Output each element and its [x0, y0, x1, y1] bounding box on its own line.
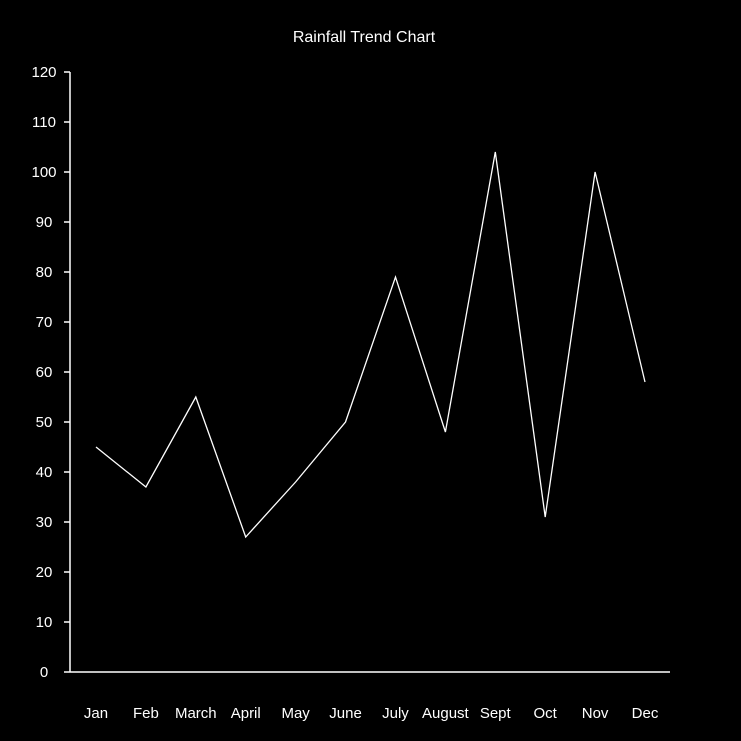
y-tick-label: 0 — [40, 664, 48, 681]
x-tick-label: June — [329, 705, 362, 722]
y-tick-label: 70 — [36, 314, 53, 331]
y-tick-label: 80 — [36, 264, 53, 281]
series-line — [95, 151, 646, 539]
x-tick-label: Dec — [632, 705, 659, 722]
y-tick-label: 30 — [36, 514, 53, 531]
chart-title: Rainfall Trend Chart — [293, 29, 436, 46]
y-axis-ticks: 0 10 20 30 40 50 60 70 80 90 100 110 120 — [31, 64, 70, 681]
y-tick-label: 60 — [36, 364, 53, 381]
y-tick-label: 50 — [36, 414, 53, 431]
x-axis-ticks: Jan Feb March April May June July August Sept Oct… — [84, 705, 659, 722]
y-tick-label: 110 — [32, 114, 56, 131]
x-tick-label: April — [231, 705, 261, 722]
x-tick-label: Jan — [84, 705, 108, 722]
y-tick-label: 10 — [36, 614, 53, 631]
x-tick-label: Feb — [133, 705, 159, 722]
x-tick-label: May — [281, 705, 310, 722]
y-tick-label: 90 — [36, 214, 53, 231]
y-tick-label: 120 — [31, 64, 56, 81]
x-tick-label: March — [175, 705, 217, 722]
x-tick-label: Nov — [582, 705, 609, 722]
x-tick-label: Sept — [480, 705, 512, 722]
y-tick-label: 20 — [36, 564, 53, 581]
x-tick-label: Oct — [534, 705, 558, 722]
x-tick-label: July — [382, 705, 409, 722]
y-tick-label: 40 — [36, 464, 53, 481]
x-tick-label: August — [422, 705, 470, 722]
y-tick-label: 100 — [31, 164, 56, 181]
series-group — [95, 151, 646, 539]
